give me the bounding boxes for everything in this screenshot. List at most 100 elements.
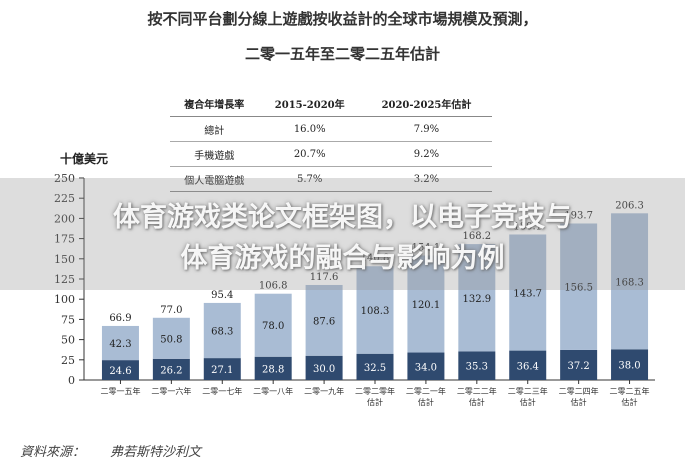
y-tick-label: 175	[54, 233, 75, 246]
x-tick-label: 二零一八年	[253, 386, 293, 396]
x-tick-label: 二零一六年	[151, 386, 191, 396]
x-tick-label: 估計	[367, 397, 383, 407]
source-label: 資料來源：	[20, 445, 86, 460]
cagr-row-value: 9.2%	[360, 141, 492, 167]
x-tick-label: 估計	[520, 397, 536, 407]
bar-bottom-value-label: 37.2	[568, 361, 590, 372]
bar-bottom-value-label: 24.6	[109, 366, 131, 377]
bar-bottom-value-label: 35.3	[466, 362, 488, 373]
bar-segment-bottom	[152, 358, 190, 380]
bar-segment-bottom	[407, 352, 445, 380]
cagr-row-value: 20.7%	[258, 141, 361, 167]
cagr-header-period-1: 2015-2020年	[258, 90, 361, 117]
bar-segment-bottom	[356, 353, 394, 380]
bar-bottom-value-label: 28.8	[262, 364, 284, 375]
bar-segment-bottom	[560, 349, 598, 380]
bar-segment-top	[356, 266, 394, 354]
cagr-row-value: 16.0%	[258, 116, 361, 142]
cagr-table-row: 個人電腦遊戲 5.7% 3.2%	[170, 166, 492, 192]
x-tick-label: 估計	[469, 397, 485, 407]
bar-segment-top	[560, 223, 598, 350]
cagr-table-header-row: 複合年增長率 2015-2020年 2020-2025年估計	[170, 90, 492, 117]
banner-title-line-2: 体育游戏的融合与影响为例	[180, 243, 505, 274]
bar-total-label: 95.4	[211, 290, 233, 301]
bar-segment-bottom	[458, 351, 496, 380]
bar-bottom-value-label: 27.1	[211, 365, 233, 376]
y-tick-label: 200	[54, 212, 75, 225]
cagr-row-value: 3.2%	[360, 166, 492, 192]
bar-bottom-value-label: 36.4	[517, 361, 539, 372]
x-tick-label: 二零二零年	[355, 386, 395, 396]
x-tick-label: 估計	[622, 397, 638, 407]
bar-top-value-label: 68.3	[211, 327, 233, 338]
y-tick-label: 225	[54, 192, 75, 205]
bar-segment-bottom	[509, 350, 547, 380]
x-tick-label: 估計	[418, 397, 434, 407]
x-tick-label: 估計	[571, 397, 587, 407]
cagr-header-metric: 複合年增長率	[170, 90, 259, 117]
y-tick-label: 150	[54, 253, 75, 266]
x-tick-label: 二零一五年	[100, 386, 140, 396]
bar-segment-top	[254, 293, 292, 357]
bar-total-label: 66.9	[109, 313, 131, 324]
bar-segment-bottom	[203, 358, 241, 380]
bar-segment-bottom	[305, 355, 343, 380]
y-tick-label: 250	[54, 172, 75, 185]
bar-total-label: 117.6	[310, 272, 339, 283]
bar-segment-top	[101, 325, 139, 361]
bar-segment-top	[407, 255, 445, 353]
x-tick-label: 二零二三年	[508, 386, 548, 396]
banner-title-line-1: 体育游戏类论文框架图，以电子竞技与	[113, 202, 572, 233]
cagr-row-value: 5.7%	[258, 166, 361, 192]
bar-segment-bottom	[611, 349, 649, 380]
watermark-banner	[0, 178, 685, 290]
bar-bottom-value-label: 26.2	[160, 365, 182, 376]
cagr-row-value: 7.9%	[360, 116, 492, 142]
bar-top-value-label: 108.3	[361, 306, 390, 317]
cagr-row-label: 總計	[170, 116, 259, 142]
bar-bottom-value-label: 38.0	[618, 361, 640, 372]
bar-segment-top	[611, 213, 649, 350]
bar-bottom-value-label: 34.0	[415, 362, 437, 373]
bar-segment-top	[305, 284, 343, 356]
bar-total-label: 193.7	[564, 210, 593, 221]
x-tick-label: 二零一九年	[304, 386, 344, 396]
y-tick-label: 75	[61, 313, 75, 326]
bar-total-label: 77.0	[160, 305, 182, 316]
x-tick-label: 二零二四年	[559, 386, 599, 396]
bar-top-value-label: 42.3	[109, 339, 131, 350]
bar-segment-top	[458, 244, 496, 352]
bar-top-value-label: 120.1	[412, 300, 441, 311]
cagr-table-row: 總計 16.0% 7.9%	[170, 116, 492, 142]
bar-bottom-value-label: 30.0	[313, 364, 335, 375]
cagr-table-row: 手機遊戲 20.7% 9.2%	[170, 141, 492, 167]
bar-segment-top	[152, 317, 190, 359]
y-tick-label: 50	[61, 334, 75, 347]
bar-total-label: 180.1	[513, 221, 542, 232]
cagr-table: 複合年增長率 2015-2020年 2020-2025年估計 總計 16.0% …	[170, 90, 492, 192]
y-tick-label: 100	[54, 293, 75, 306]
x-tick-label: 二零一七年	[202, 386, 242, 396]
y-tick-label: 0	[68, 374, 75, 387]
cagr-row-label: 手機遊戲	[170, 141, 259, 167]
y-tick-label: 25	[61, 354, 75, 367]
bar-top-value-label: 143.7	[513, 289, 542, 300]
bar-segment-bottom	[101, 360, 139, 380]
cagr-header-period-2: 2020-2025年估計	[360, 90, 492, 117]
bar-top-value-label: 168.3	[615, 277, 644, 288]
bar-top-value-label: 50.8	[160, 334, 182, 345]
bar-top-value-label: 156.5	[564, 283, 593, 294]
chart-title: 按不同平台劃分線上遊戲按收益計的全球市場規模及預測，	[147, 10, 538, 28]
bar-segment-bottom	[254, 356, 292, 380]
bar-top-value-label: 132.9	[462, 294, 491, 305]
bar-total-label: 106.8	[259, 281, 288, 292]
x-tick-label: 二零二二年	[457, 386, 497, 396]
y-tick-label: 125	[54, 273, 75, 286]
chart-subtitle: 二零一五年至二零二五年估計	[244, 45, 440, 63]
bar-total-label: 206.3	[615, 200, 644, 211]
bar-segment-top	[203, 302, 241, 359]
bar-total-label: 140.8	[361, 253, 390, 264]
x-tick-label: 二零二五年	[610, 386, 650, 396]
source-value: 弗若斯特沙利文	[110, 445, 202, 460]
